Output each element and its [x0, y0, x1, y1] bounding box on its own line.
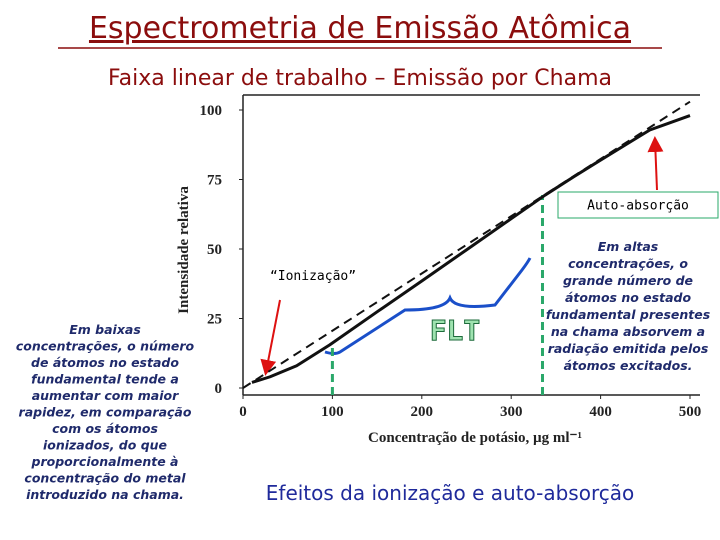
- y-tick-label: 25: [207, 312, 222, 328]
- note-line: ionizados, do que: [43, 438, 167, 453]
- y-tick-label: 50: [207, 242, 222, 258]
- footer: Efeitos da ionização e auto-absorção: [266, 481, 634, 505]
- note-line: proporcionalmente à: [31, 454, 179, 469]
- y-tick-label: 0: [215, 381, 223, 397]
- callout-text: Auto-absorção: [587, 199, 689, 214]
- x-tick-label: 500: [679, 404, 702, 420]
- note-line: de átomos no estado: [31, 355, 179, 370]
- note-line: átomos no estado: [565, 290, 692, 305]
- dashed-line: [242, 100, 691, 389]
- flt-label: FLT: [430, 314, 481, 347]
- brace: [324, 257, 532, 355]
- y-axis-label: Intensidade relativa: [176, 186, 192, 314]
- x-tick-label: 0: [239, 404, 247, 420]
- callout-box: [557, 191, 719, 219]
- note-line: rapidez, em comparação: [19, 405, 192, 420]
- note-line: Em baixas: [69, 322, 141, 337]
- title: Espectrometria de Emissão Atômica: [89, 11, 631, 46]
- x-tick-label: 300: [500, 404, 523, 420]
- note-line: concentração do metal: [24, 471, 186, 486]
- callout-text: “Ionização”: [270, 269, 356, 284]
- y-tick-label: 75: [207, 173, 222, 189]
- x-axis-label: Concentração de potásio, µg ml⁻¹: [368, 430, 582, 446]
- x-tick-label: 100: [321, 404, 344, 420]
- note-line: fundamental tende a: [31, 372, 179, 387]
- note-line: concentrações, o: [568, 256, 688, 271]
- note-line: grande número de: [563, 273, 693, 288]
- note-line: fundamental presentes: [546, 307, 710, 322]
- note-line: Em altas: [598, 239, 659, 254]
- note-line: radiação emitida pelos: [548, 341, 709, 356]
- note-line: introduzido na chama.: [26, 487, 184, 502]
- x-tick-label: 200: [411, 404, 434, 420]
- arrow: [260, 299, 281, 376]
- note-line: aumentar com maior: [32, 388, 179, 403]
- note-line: concentrações, o número: [16, 339, 195, 354]
- subtitle: Faixa linear de trabalho – Emissão por C…: [108, 66, 612, 91]
- y-tick-label: 100: [200, 103, 223, 119]
- note-line: átomos excitados.: [564, 358, 693, 373]
- x-tick-label: 400: [589, 404, 612, 420]
- note-line: na chama absorvem a: [551, 324, 705, 339]
- note-line: com os átomos: [52, 421, 158, 436]
- arrow: [647, 136, 664, 191]
